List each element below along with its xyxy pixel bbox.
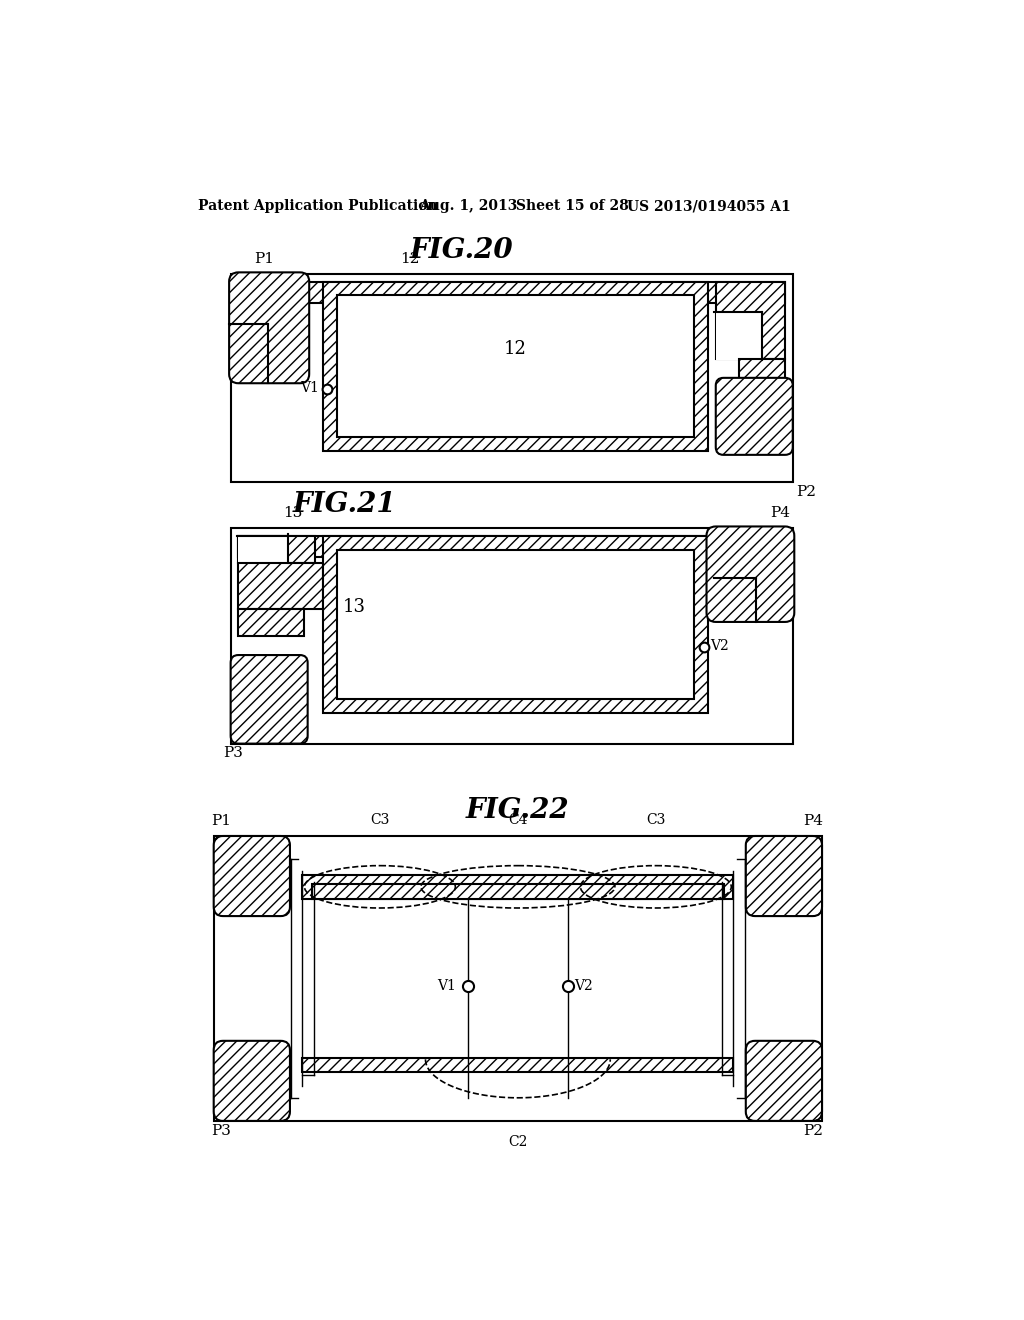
Bar — [302, 874, 733, 899]
FancyBboxPatch shape — [214, 836, 290, 916]
Text: P2: P2 — [803, 1123, 822, 1138]
Text: V1: V1 — [437, 979, 456, 993]
Text: 13: 13 — [283, 507, 302, 520]
FancyBboxPatch shape — [716, 378, 793, 455]
Bar — [230, 275, 793, 482]
Bar — [302, 1057, 733, 1072]
Bar — [716, 281, 785, 359]
Bar — [311, 884, 724, 899]
Text: Sheet 15 of 28: Sheet 15 of 28 — [515, 199, 629, 213]
Text: Aug. 1, 2013: Aug. 1, 2013 — [419, 199, 518, 213]
Bar — [716, 313, 762, 360]
Text: V2: V2 — [574, 979, 593, 993]
Bar — [296, 281, 785, 304]
Text: P2: P2 — [797, 484, 816, 499]
Text: US 2013/0194055 A1: US 2013/0194055 A1 — [628, 199, 791, 213]
Bar — [239, 536, 289, 564]
Text: FIG.22: FIG.22 — [466, 797, 569, 825]
Text: 12: 12 — [504, 341, 527, 358]
FancyBboxPatch shape — [229, 272, 309, 383]
Text: V2: V2 — [711, 639, 729, 653]
Text: P3: P3 — [211, 1123, 231, 1138]
Text: P1: P1 — [211, 814, 231, 829]
Bar — [716, 578, 756, 616]
Bar — [323, 281, 708, 451]
Bar — [323, 536, 708, 713]
Bar — [239, 536, 315, 562]
Bar — [267, 323, 304, 378]
FancyBboxPatch shape — [745, 836, 822, 916]
Bar — [239, 609, 304, 636]
Text: C4: C4 — [508, 813, 527, 826]
Bar — [337, 296, 694, 437]
Text: C3: C3 — [646, 813, 666, 826]
FancyBboxPatch shape — [707, 527, 795, 622]
Bar — [214, 836, 822, 1121]
Text: 13: 13 — [342, 598, 366, 615]
Text: FIG.21: FIG.21 — [292, 491, 396, 517]
FancyBboxPatch shape — [230, 655, 307, 743]
Text: P4: P4 — [803, 814, 822, 829]
Text: P3: P3 — [223, 747, 243, 760]
Text: Patent Application Publication: Patent Application Publication — [199, 199, 438, 213]
Bar — [230, 528, 793, 743]
Bar — [239, 562, 323, 609]
FancyBboxPatch shape — [745, 1040, 822, 1121]
Text: C2: C2 — [508, 1135, 527, 1148]
Bar — [239, 536, 716, 557]
Bar — [739, 359, 785, 385]
FancyBboxPatch shape — [214, 1040, 290, 1121]
Text: 12: 12 — [400, 252, 420, 267]
Text: V1: V1 — [300, 381, 318, 395]
Text: P1: P1 — [254, 252, 273, 267]
Bar — [337, 549, 694, 700]
Text: C3: C3 — [371, 813, 389, 826]
Text: FIG.20: FIG.20 — [410, 236, 513, 264]
Text: P4: P4 — [770, 507, 790, 520]
